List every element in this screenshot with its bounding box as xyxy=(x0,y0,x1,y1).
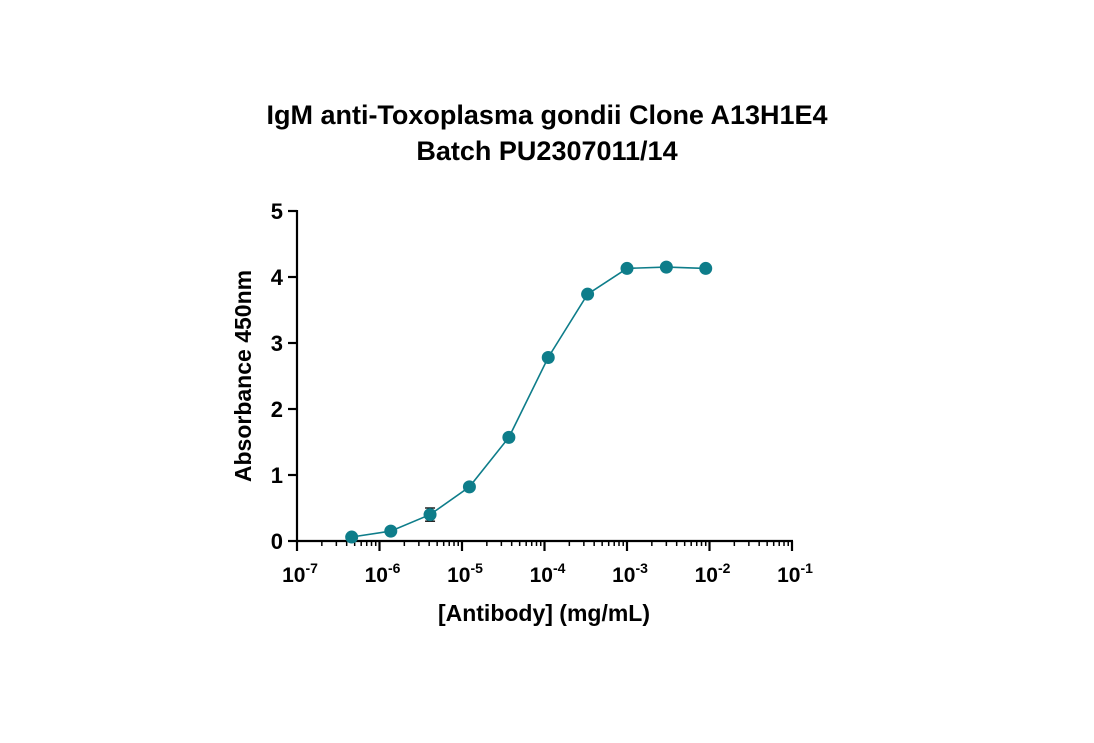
series-line xyxy=(351,266,706,538)
y-tick-label: 2 xyxy=(271,397,283,422)
data-point xyxy=(581,287,595,301)
y-tick-label: 5 xyxy=(271,199,283,224)
data-point xyxy=(423,508,437,522)
data-point xyxy=(502,430,516,444)
x-tick-label: 10-6 xyxy=(365,560,401,587)
chart-title: IgM anti-Toxoplasma gondii Clone A13H1E4… xyxy=(0,97,1094,169)
x-tick-label: 10-2 xyxy=(695,560,731,587)
y-tick-label: 4 xyxy=(271,265,284,290)
x-tick-label: 10-4 xyxy=(530,560,566,587)
x-tick-label: 10-7 xyxy=(282,560,318,587)
y-axis-label: Absorbance 450nm xyxy=(230,270,256,482)
y-tick-label: 3 xyxy=(271,331,283,356)
y-tick-label: 0 xyxy=(271,529,283,554)
data-point xyxy=(462,480,476,494)
series-layer xyxy=(345,260,713,544)
data-point xyxy=(541,351,555,365)
x-tick-label: 10-5 xyxy=(447,560,483,587)
data-point xyxy=(345,530,359,544)
chart-subtitle: Batch PU2307011/14 xyxy=(416,136,678,166)
chart-title-line1: IgM anti-Toxoplasma gondii Clone A13H1E4 xyxy=(266,100,828,130)
data-point xyxy=(659,260,673,274)
data-point xyxy=(699,261,713,275)
data-point xyxy=(620,261,634,275)
y-tick-label: 1 xyxy=(271,463,283,488)
x-tick-label: 10-3 xyxy=(612,560,648,587)
x-tick-label: 10-1 xyxy=(777,560,813,587)
axes: 0 1 2 3 4 5 10-7 10-6 10-5 10-4 10-3 10-2 10-1 xyxy=(271,199,813,587)
data-point xyxy=(384,524,398,538)
x-axis-label: [Antibody] (mg/mL) xyxy=(438,600,650,626)
